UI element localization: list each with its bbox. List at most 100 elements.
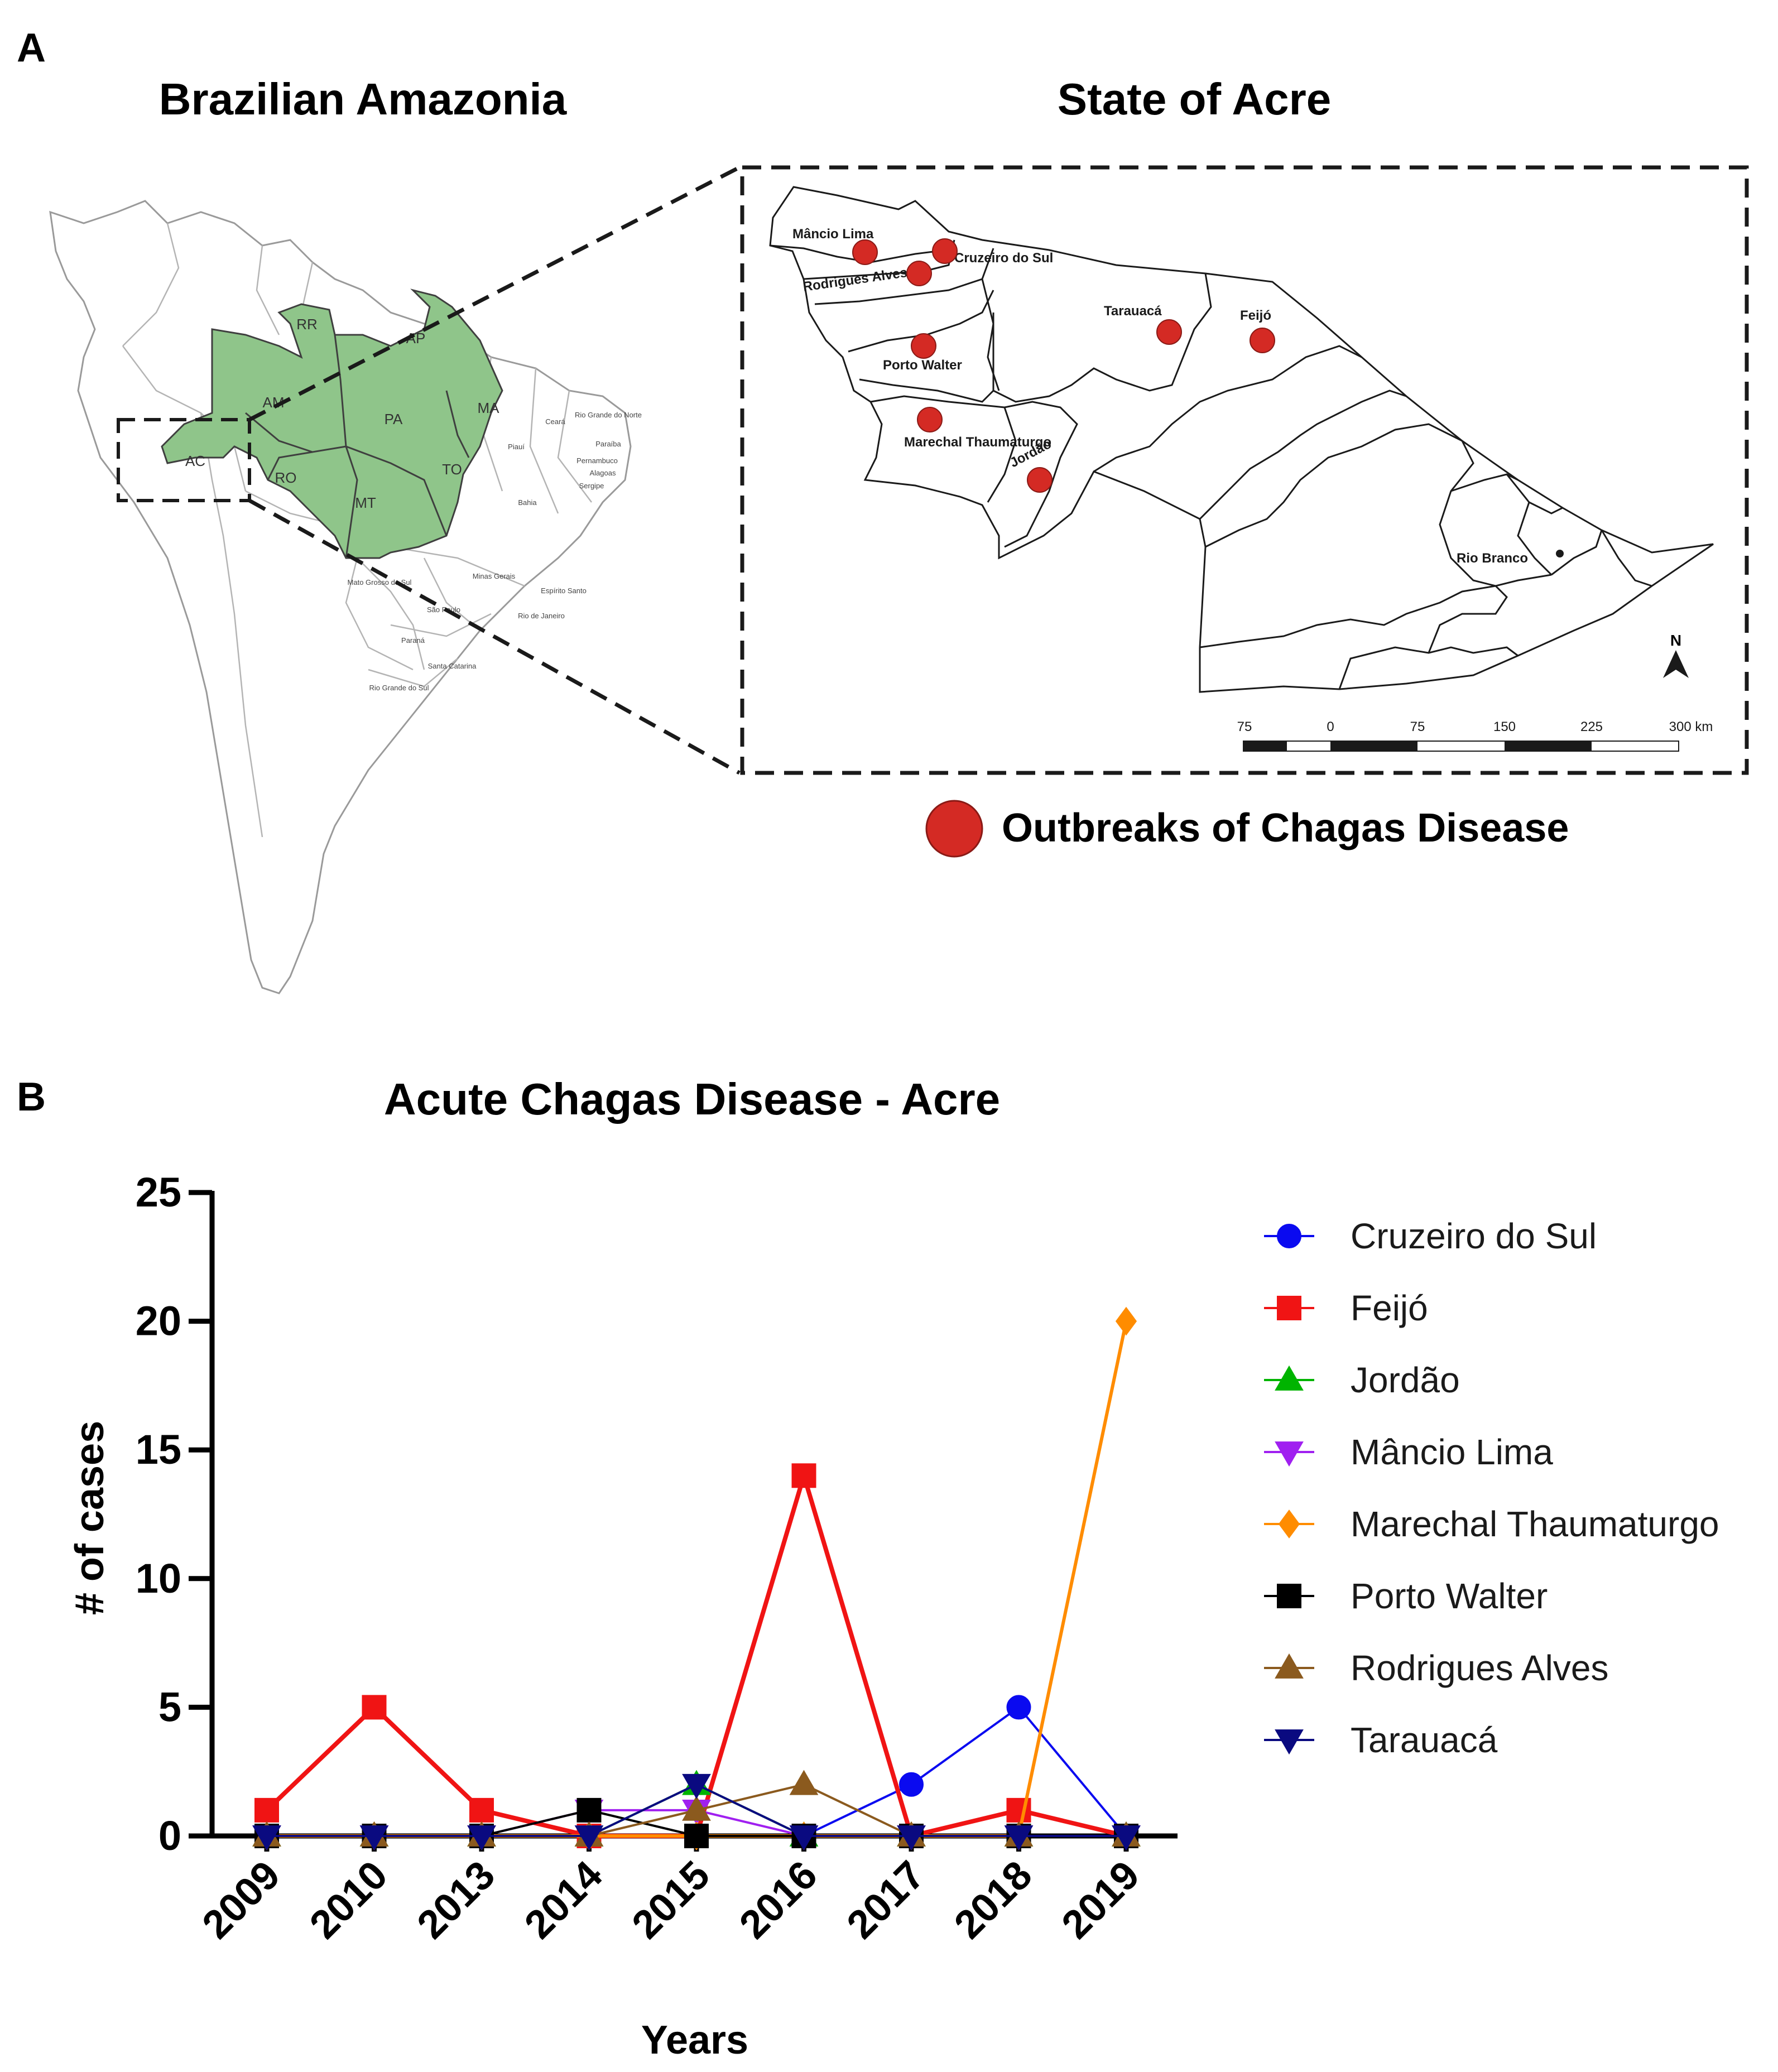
legend-swatch-marker <box>1275 1653 1304 1679</box>
north-arrow: N <box>1663 632 1689 678</box>
scale-label-1: 0 <box>1327 719 1334 734</box>
data-point <box>469 1797 494 1823</box>
left-map-title: Brazilian Amazonia <box>159 74 567 124</box>
data-point <box>789 1825 819 1851</box>
chart-legend: Cruzeiro do Sul Feijó Jordão Mâncio Lima Mar… <box>1264 1216 1719 1760</box>
state-label-sc: Santa Catarina <box>428 662 477 670</box>
data-point <box>1006 1797 1031 1823</box>
state-label-to: TO <box>442 461 462 478</box>
legend-swatch-marker <box>1275 1365 1304 1391</box>
data-point <box>574 1825 604 1851</box>
x-tick-label: 2010 <box>301 1853 396 1948</box>
amazonia-state-labels: RR AP AM PA MA AC RO TO MT <box>185 316 499 511</box>
legend-item-mancio-lima: Mâncio Lima <box>1264 1432 1553 1472</box>
data-point <box>252 1825 281 1851</box>
rio-branco-capital-dot <box>1556 550 1564 557</box>
data-point <box>254 1797 279 1823</box>
data-point <box>1115 1306 1137 1336</box>
state-label-ma: MA <box>478 400 500 416</box>
acre-state-outline <box>769 186 1714 693</box>
state-label-paraiba: Paraíba <box>595 440 621 448</box>
outbreak-marker-mancio-lima <box>852 239 878 265</box>
legend-item-cruzeiro-do-sul: Cruzeiro do Sul <box>1264 1216 1597 1256</box>
y-axis: 0 5 10 15 20 25 <box>136 1169 215 1859</box>
state-label-es: Espírito Santo <box>541 586 587 595</box>
state-label-minas: Minas Gerais <box>473 572 516 580</box>
legend-item-marechal-thaumaturgo: Marechal Thaumaturgo <box>1264 1504 1719 1544</box>
y-tick-label: 15 <box>136 1426 181 1473</box>
plot-series <box>252 1306 1141 1851</box>
label-porto-walter: Porto Walter <box>883 358 962 373</box>
data-point <box>1006 1695 1031 1720</box>
state-label-ceara: Ceará <box>545 417 565 426</box>
outbreak-marker-porto-walter <box>911 333 936 359</box>
state-label-rn: Rio Grande do Norte <box>575 411 642 419</box>
acre-map: Mâncio Lima Cruzeiro do Sul Rodrigues Al… <box>740 165 1749 775</box>
north-arrow-label: N <box>1670 632 1681 649</box>
data-point <box>897 1825 926 1851</box>
panel-a-letter: A <box>17 26 46 70</box>
x-tick-label: 2009 <box>194 1853 289 1948</box>
map-legend-marker <box>925 800 983 858</box>
legend-label: Cruzeiro do Sul <box>1351 1216 1597 1256</box>
state-label-ro: RO <box>275 469 297 486</box>
series-line <box>267 1320 1128 1838</box>
legend-label: Tarauacá <box>1351 1720 1498 1760</box>
outbreak-marker-tarauaca <box>1156 319 1182 345</box>
outbreak-marker-jordao <box>1027 467 1053 493</box>
state-label-ms: Mato Grosso do Sul <box>348 578 412 586</box>
series-marechal-thaumaturgo <box>256 1306 1137 1850</box>
y-tick-label: 10 <box>136 1555 181 1602</box>
legend-label: Jordão <box>1351 1360 1460 1400</box>
legend-item-rodrigues-alves: Rodrigues Alves <box>1264 1648 1608 1688</box>
legend-item-feijo: Feijó <box>1264 1288 1428 1328</box>
label-mancio-lima: Mâncio Lima <box>792 227 874 242</box>
legend-item-tarauaca: Tarauacá <box>1264 1720 1498 1760</box>
x-tick-label: 2015 <box>623 1853 718 1948</box>
label-cruzeiro-do-sul: Cruzeiro do Sul <box>954 251 1053 266</box>
state-label-piaui: Piauí <box>508 443 525 451</box>
right-map-title: State of Acre <box>1058 74 1332 124</box>
data-point <box>789 1770 819 1795</box>
acre-locator-box <box>117 418 251 502</box>
map-legend: Outbreaks of Chagas Disease <box>925 800 1569 858</box>
legend-swatch-marker <box>1277 1296 1301 1320</box>
data-point <box>1004 1825 1034 1851</box>
data-point <box>467 1825 496 1851</box>
outbreak-marker-rodrigues-alves <box>906 261 932 286</box>
scale-label-0: 75 <box>1237 719 1252 734</box>
label-marechal-thaumaturgo: Marechal Thaumaturgo <box>904 435 1051 450</box>
legend-label: Mâncio Lima <box>1351 1432 1553 1472</box>
y-tick-label: 0 <box>158 1813 181 1859</box>
outbreak-marker-feijo <box>1250 328 1275 353</box>
label-rio-branco: Rio Branco <box>1457 551 1528 566</box>
x-tick-label: 2013 <box>409 1853 503 1948</box>
outbreak-marker-marechal-thaumaturgo <box>917 407 943 432</box>
state-label-sergipe: Sergipe <box>579 482 604 490</box>
y-tick-label: 5 <box>158 1684 181 1730</box>
series-tarauaca <box>252 1773 1141 1851</box>
state-label-parana: Paraná <box>401 636 425 645</box>
scale-label-4: 225 <box>1580 719 1603 734</box>
x-axis: 2009 2010 2013 2014 2015 2016 2017 2018 2019 <box>194 1833 1178 1948</box>
x-tick-label: 2014 <box>516 1853 611 1948</box>
amazonia-borders <box>245 334 470 559</box>
state-label-alagoas: Alagoas <box>590 469 616 477</box>
map-legend-label: Outbreaks of Chagas Disease <box>1002 806 1569 850</box>
data-point <box>576 1797 602 1823</box>
data-point <box>899 1772 924 1797</box>
outbreak-markers <box>852 238 1275 493</box>
legend-label: Porto Walter <box>1351 1576 1548 1616</box>
x-axis-label: Years <box>641 2018 748 2063</box>
scale-label-2: 75 <box>1410 719 1425 734</box>
legend-swatch-marker <box>1275 1441 1304 1467</box>
amazonia-region <box>161 289 503 559</box>
x-tick-label: 2018 <box>946 1853 1041 1948</box>
state-label-rs: Rio Grande do Sul <box>369 684 429 692</box>
south-america-map: RR AP AM PA MA AC RO TO MT Ceará Rio Gra… <box>49 200 642 994</box>
state-label-pa: PA <box>385 411 403 427</box>
y-tick-label: 25 <box>136 1169 181 1215</box>
zoom-lines <box>248 165 741 775</box>
